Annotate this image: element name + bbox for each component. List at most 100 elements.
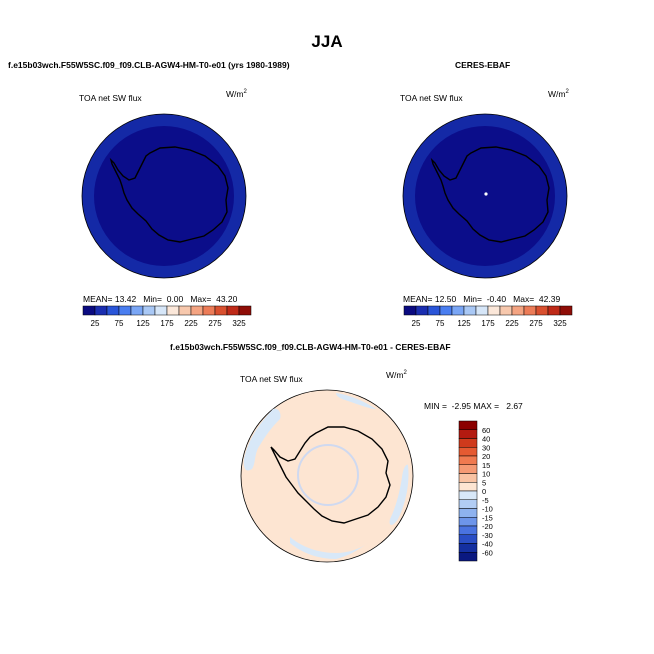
diff-case-title: f.e15b03wch.F55W5SC.f09_f09.CLB-AGW4-HM-… <box>170 342 451 352</box>
colorbar-tick-label: 25 <box>91 319 100 328</box>
colorbar-box <box>238 305 252 316</box>
colorbar-box <box>214 305 228 316</box>
colorbar-box <box>458 508 478 518</box>
colorbar-box <box>458 552 478 562</box>
colorbar-box <box>535 305 549 316</box>
colorbar-box <box>458 438 478 448</box>
obs-variable-label: TOA net SW flux <box>400 93 463 103</box>
colorbar-box <box>82 305 96 316</box>
colorbar-tick-label: 5 <box>482 478 486 487</box>
colorbar-box <box>166 305 180 316</box>
colorbar-tick-label: -5 <box>482 496 489 505</box>
colorbar-box <box>463 305 477 316</box>
obs-map-inner-field <box>415 126 555 266</box>
colorbar-box <box>202 305 216 316</box>
model-stats: MEAN= 13.42 Min= 0.00 Max= 43.20 <box>83 294 238 304</box>
colorbar-box <box>559 305 573 316</box>
obs-case-title: CERES-EBAF <box>455 60 511 70</box>
colorbar-box <box>458 464 478 474</box>
diff-negative-region-west <box>243 408 281 471</box>
colorbar-box <box>130 305 144 316</box>
colorbar-tick-label: 225 <box>184 319 198 328</box>
colorbar-tick-label: 10 <box>482 470 490 479</box>
colorbar-box <box>458 490 478 500</box>
colorbar-tick-label: 275 <box>529 319 543 328</box>
model-units-label: W/m2 <box>226 89 247 99</box>
colorbar-box <box>106 305 120 316</box>
colorbar-box <box>94 305 108 316</box>
colorbar-box <box>118 305 132 316</box>
diff-negative-region-south <box>290 537 368 559</box>
colorbar-box <box>458 473 478 483</box>
colorbar-box <box>475 305 489 316</box>
colorbar-box <box>190 305 204 316</box>
colorbar-box <box>487 305 501 316</box>
colorbar-tick-label: 75 <box>436 319 445 328</box>
colorbar-box <box>499 305 513 316</box>
colorbar-box <box>403 305 417 316</box>
colorbar-tick-label: 275 <box>208 319 222 328</box>
diff-map-field <box>240 389 414 563</box>
colorbar-tick-label: -15 <box>482 513 493 522</box>
colorbar-box <box>154 305 168 316</box>
colorbar-tick-label: 30 <box>482 443 490 452</box>
obs-polar-map <box>402 113 568 279</box>
colorbar-box <box>547 305 561 316</box>
colorbar-tick-label: 40 <box>482 435 490 444</box>
diff-variable-label: TOA net SW flux <box>240 374 303 384</box>
diff-negative-region-north <box>336 393 376 409</box>
colorbar-tick-label: 0 <box>482 487 486 496</box>
colorbar-box <box>458 517 478 527</box>
colorbar-tick-label: 125 <box>457 319 471 328</box>
model-variable-label: TOA net SW flux <box>79 93 142 103</box>
diff-polar-map <box>240 389 414 563</box>
colorbar-tick-label: -60 <box>482 548 493 557</box>
obs-antarctica-coastline <box>430 146 550 243</box>
colorbar-tick-label: 15 <box>482 461 490 470</box>
colorbar-box <box>458 499 478 509</box>
colorbar-box <box>511 305 525 316</box>
diff-negative-region-east <box>389 464 409 525</box>
colorbar-tick-label: 25 <box>412 319 421 328</box>
colorbar-box <box>458 455 478 465</box>
diff-inner-contour <box>297 444 359 506</box>
colorbar-box <box>178 305 192 316</box>
colorbar-box <box>458 420 478 430</box>
colorbar-tick-label: -30 <box>482 531 493 540</box>
colorbar-tick-label: -10 <box>482 505 493 514</box>
page-title: JJA <box>311 32 343 51</box>
colorbar-box <box>226 305 240 316</box>
model-colorbar: 2575125175225275325375 <box>82 305 252 328</box>
colorbar-tick-label: 175 <box>481 319 495 328</box>
colorbar-box <box>458 543 478 553</box>
colorbar-box <box>458 429 478 439</box>
model-antarctica-coastline <box>109 146 229 243</box>
obs-units-label: W/m2 <box>548 89 569 99</box>
colorbar-tick-label: 325 <box>232 319 246 328</box>
colorbar-tick-label: 20 <box>482 452 490 461</box>
colorbar-box <box>451 305 465 316</box>
colorbar-box <box>458 534 478 544</box>
colorbar-box <box>523 305 537 316</box>
colorbar-tick-label: 125 <box>136 319 150 328</box>
colorbar-tick-label: 175 <box>160 319 174 328</box>
diff-stats: MIN = -2.95 MAX = 2.67 <box>424 401 523 411</box>
diff-units-label: W/m2 <box>386 370 407 380</box>
colorbar-box <box>415 305 429 316</box>
colorbar-box <box>458 447 478 457</box>
colorbar-tick-label: 325 <box>553 319 567 328</box>
obs-pole-missing-marker <box>484 192 488 196</box>
colorbar-tick-label: -20 <box>482 522 493 531</box>
model-case-title: f.e15b03wch.F55W5SC.f09_f09.CLB-AGW4-HM-… <box>8 60 290 70</box>
colorbar-box <box>439 305 453 316</box>
obs-stats: MEAN= 12.50 Min= -0.40 Max= 42.39 <box>403 294 561 304</box>
colorbar-box <box>458 482 478 492</box>
model-polar-map <box>81 113 247 279</box>
colorbar-tick-label: 60 <box>482 426 490 435</box>
obs-colorbar: 2575125175225275325375 <box>403 305 573 328</box>
colorbar-box <box>142 305 156 316</box>
model-map-inner-field <box>94 126 234 266</box>
colorbar-box <box>427 305 441 316</box>
diff-antarctica-coastline <box>270 426 391 524</box>
